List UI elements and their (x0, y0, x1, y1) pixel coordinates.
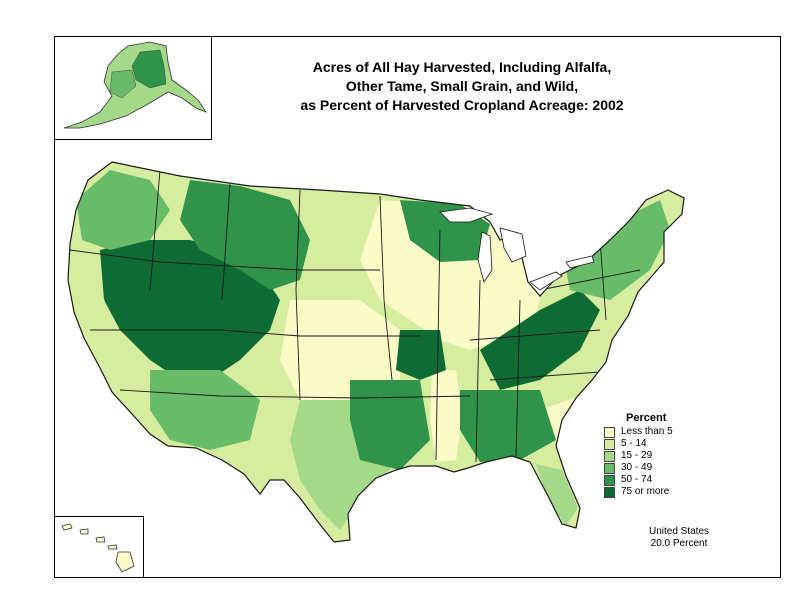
title-line-3: as Percent of Harvested Cropland Acreage… (300, 97, 624, 113)
region-appalachia (480, 290, 600, 390)
hawaii-inset (61, 523, 135, 573)
hawaii-islands (61, 523, 135, 573)
alaska-inset (63, 41, 208, 129)
region-east-texas-dark (350, 380, 430, 470)
region-northeast (560, 200, 670, 300)
region-delta-light (430, 370, 462, 462)
legend-label: 50 - 74 (621, 474, 653, 485)
region-southeast (460, 390, 556, 462)
alaska-mid-region (109, 69, 137, 99)
region-southwest (150, 370, 260, 450)
lake-superior (439, 207, 494, 223)
region-west-dark (100, 240, 280, 380)
region-rockies (180, 180, 310, 290)
lake-erie (529, 271, 563, 291)
state-boundaries (69, 169, 641, 463)
lake-ontario (565, 255, 595, 269)
summary-country: United States (648, 526, 710, 537)
legend-item: Less than 5 (604, 426, 724, 438)
region-florida (536, 464, 578, 526)
summary-percent: 20.0 Percent (650, 538, 708, 549)
legend-swatch (604, 474, 615, 486)
legend-item: 5 - 14 (604, 438, 724, 450)
region-ozarks (396, 330, 446, 380)
lake-huron (499, 227, 527, 263)
title-line-1: Acres of All Hay Harvested, Including Al… (312, 59, 612, 75)
legend-swatch (604, 438, 615, 450)
legend-label: 75 or more (621, 486, 670, 497)
map-title: Acres of All Hay Harvested, Including Al… (262, 58, 662, 115)
region-midwest-light (360, 200, 540, 350)
legend-label: Less than 5 (621, 426, 673, 437)
hawaii-inset-frame (54, 516, 144, 578)
alaska-dark-region (131, 49, 167, 89)
title-line-2: Other Tame, Small Grain, and Wild, (345, 78, 579, 94)
great-lakes (439, 207, 595, 291)
us-summary: United States 20.0 Percent (614, 526, 744, 550)
legend-item: 75 or more (604, 486, 724, 498)
legend-label: 5 - 14 (621, 438, 647, 449)
region-plains-light (280, 300, 400, 400)
legend-label: 15 - 29 (621, 450, 653, 461)
legend-item: 15 - 29 (604, 450, 724, 462)
legend-swatch (604, 462, 615, 474)
legend-swatch (604, 450, 615, 462)
region-pacific-nw (76, 170, 170, 250)
us-outline (67, 161, 685, 543)
map-frame (54, 36, 781, 578)
alaska-inset-frame (54, 36, 212, 140)
legend-item: 50 - 74 (604, 474, 724, 486)
lake-michigan (477, 231, 493, 283)
legend-label: 30 - 49 (621, 462, 653, 473)
legend-title: Percent (626, 412, 667, 424)
legend-swatch (604, 486, 615, 498)
legend-item: 30 - 49 (604, 462, 724, 474)
legend-swatch (604, 426, 615, 438)
